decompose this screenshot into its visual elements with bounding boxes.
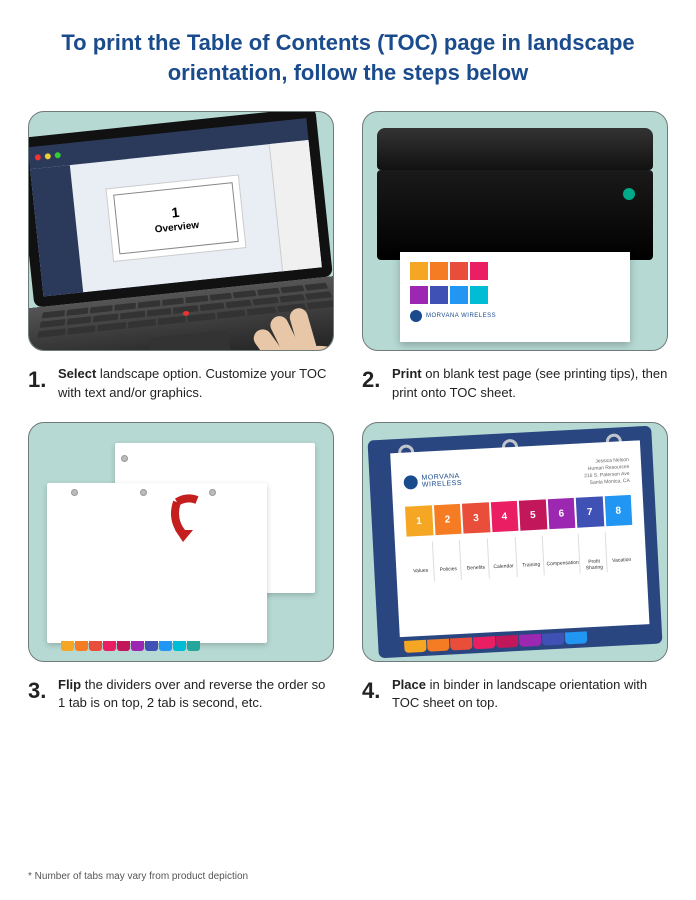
page-title: To print the Table of Contents (TOC) pag… [28,28,668,87]
step-2-number: 2. [362,365,384,396]
swatch-row-2 [410,286,620,304]
step-2-bold: Print [392,366,422,381]
flip-arrow-icon [169,494,215,548]
step-1-text: landscape option. Customize your TOC wit… [58,366,326,399]
step-3-image [28,422,334,662]
step-3-number: 3. [28,676,50,707]
step-1-caption: 1. Select landscape option. Customize yo… [28,365,334,401]
step-2-caption: 2. Print on blank test page (see printin… [362,365,668,401]
front-page [47,483,267,643]
step-3-text: the dividers over and reverse the order … [58,677,325,710]
laptop-illustration: 1 Overview [28,111,334,351]
step-2-image: MORVANA WIRELESS [362,111,668,351]
step-3: 3. Flip the dividers over and reverse th… [28,422,334,712]
toc-number: 1 [171,204,180,221]
step-1-bold: Select [58,366,96,381]
toc-preview-card: 1 Overview [113,183,239,255]
brand-icon [410,310,422,322]
step-4-caption: 4. Place in binder in landscape orientat… [362,676,668,712]
step-3-bold: Flip [58,677,81,692]
brand-icon [403,475,418,490]
step-3-caption: 3. Flip the dividers over and reverse th… [28,676,334,712]
step-4-text: in binder in landscape orientation with … [392,677,647,710]
printed-page: MORVANA WIRELESS [400,252,630,342]
steps-grid: 1 Overview [28,111,668,712]
step-1-image: 1 Overview [28,111,334,351]
binder-brand: MORVANAWIRELESS [403,465,463,496]
step-2-text: on blank test page (see printing tips), … [392,366,667,399]
binder-address: Jessica NelsonHuman Resources216 S. Pate… [583,457,630,487]
toc-label: Overview [154,220,199,236]
swatch-row-1 [410,262,620,280]
footnote: * Number of tabs may vary from product d… [28,871,248,882]
step-2: MORVANA WIRELESS 2. Print on blank test … [362,111,668,401]
step-1: 1 Overview [28,111,334,401]
step-4-image: MORVANAWIRELESS Jessica NelsonHuman Reso… [362,422,668,662]
printer-illustration: MORVANA WIRELESS [377,128,653,338]
binder-illustration: MORVANAWIRELESS Jessica NelsonHuman Reso… [367,425,662,658]
step-4-number: 4. [362,676,384,707]
step-4: MORVANAWIRELESS Jessica NelsonHuman Reso… [362,422,668,712]
step-1-number: 1. [28,365,50,396]
step-4-bold: Place [392,677,426,692]
brand-mark: MORVANA WIRELESS [410,310,620,322]
